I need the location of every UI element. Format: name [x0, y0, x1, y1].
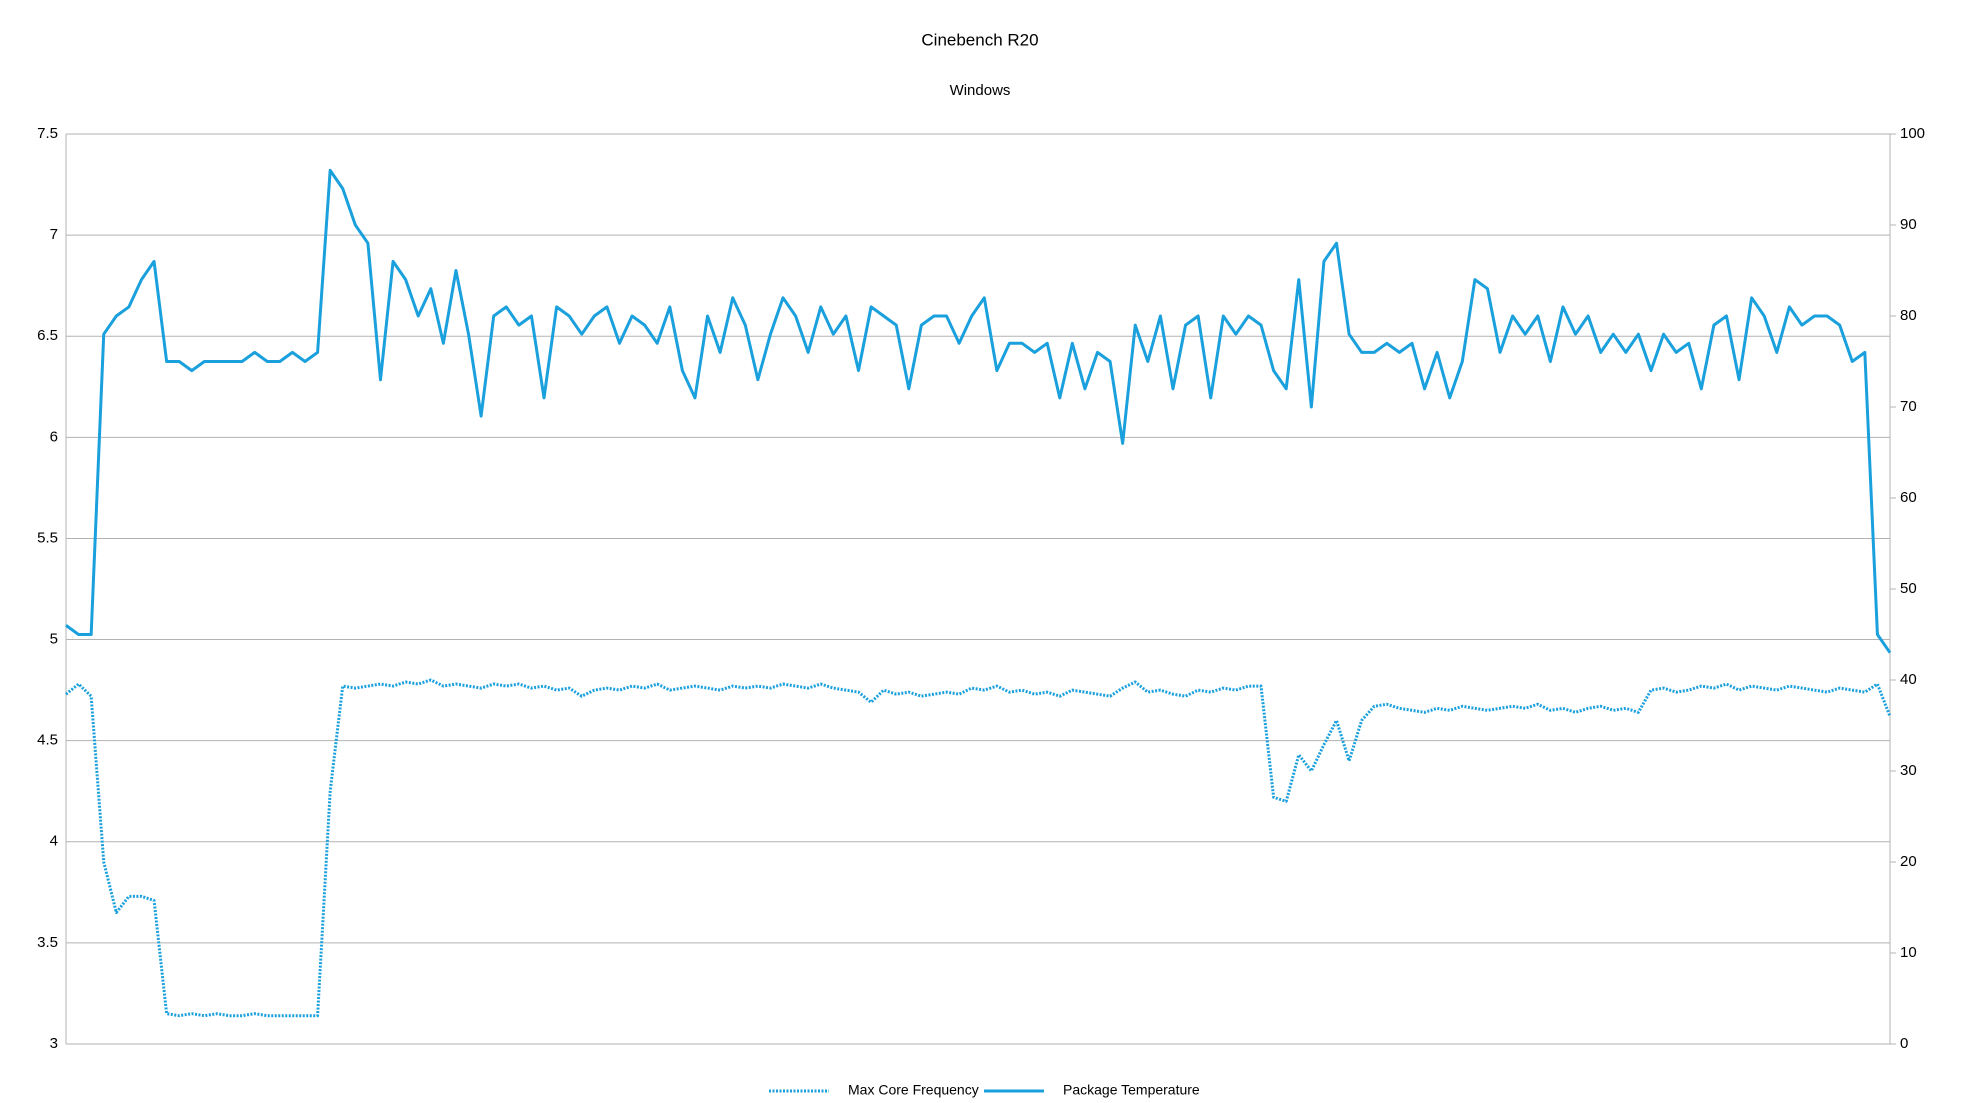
data-line — [65, 168, 1892, 654]
y2-tick-label: 30 — [1900, 762, 1917, 779]
y-tick-label: 5.5 — [37, 529, 58, 546]
y-tick-label: 3 — [50, 1035, 58, 1052]
y2-tick-label: 80 — [1900, 307, 1917, 324]
y2-tick-label: 40 — [1900, 671, 1917, 688]
chart-subtitle: Windows — [950, 82, 1011, 99]
y2-tick-label: 90 — [1900, 216, 1917, 233]
y-tick-label: 4 — [50, 833, 58, 850]
y2-tick-label: 100 — [1900, 125, 1925, 142]
y-tick-label: 7 — [50, 226, 58, 243]
y-tick-label: 7.5 — [37, 125, 58, 142]
y2-tick-label: 60 — [1900, 489, 1917, 506]
y-tick-label: 6 — [50, 428, 58, 445]
legend-label: Max Core Frequency — [848, 1082, 979, 1098]
legend-label: Package Temperature — [1063, 1082, 1200, 1098]
y-tick-label: 3.5 — [37, 934, 58, 951]
y-tick-label: 4.5 — [37, 732, 58, 749]
y2-tick-label: 20 — [1900, 853, 1917, 870]
y2-tick-label: 70 — [1900, 398, 1917, 415]
chart-title: Cinebench R20 — [921, 30, 1038, 49]
y2-tick-label: 10 — [1900, 944, 1917, 961]
y2-tick-label: 50 — [1900, 580, 1917, 597]
y2-tick-label: 0 — [1900, 1035, 1908, 1052]
y-tick-label: 6.5 — [37, 327, 58, 344]
y-tick-label: 5 — [50, 631, 58, 648]
